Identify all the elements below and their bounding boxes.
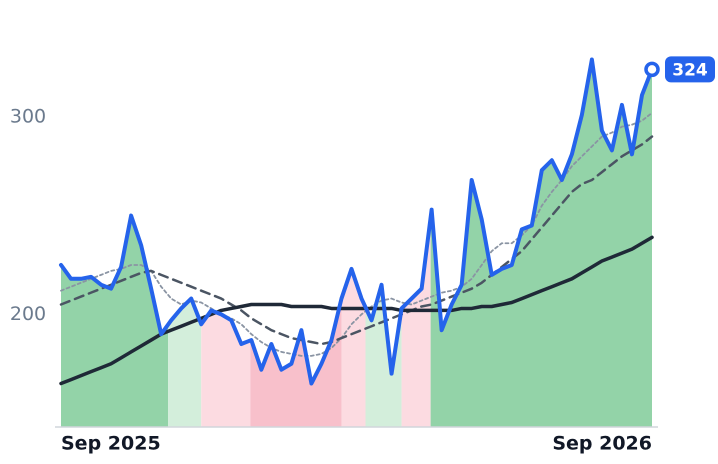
x-tick-label: Sep 2025 bbox=[61, 433, 161, 455]
last-value-badge bbox=[665, 56, 715, 83]
band bbox=[401, 59, 431, 427]
last-value-label: 324 bbox=[672, 60, 708, 80]
band bbox=[201, 59, 251, 427]
y-tick-label: 300 bbox=[10, 105, 46, 127]
band bbox=[365, 59, 402, 427]
x-tick-label: Sep 2026 bbox=[552, 433, 652, 455]
series-line bbox=[59, 135, 654, 346]
price-area bbox=[61, 59, 652, 427]
series-line bbox=[60, 111, 653, 357]
series-line bbox=[59, 57, 654, 386]
band bbox=[168, 59, 202, 427]
y-tick-label: 200 bbox=[10, 303, 46, 325]
band bbox=[341, 59, 366, 427]
band bbox=[430, 59, 652, 427]
last-point bbox=[644, 61, 660, 78]
